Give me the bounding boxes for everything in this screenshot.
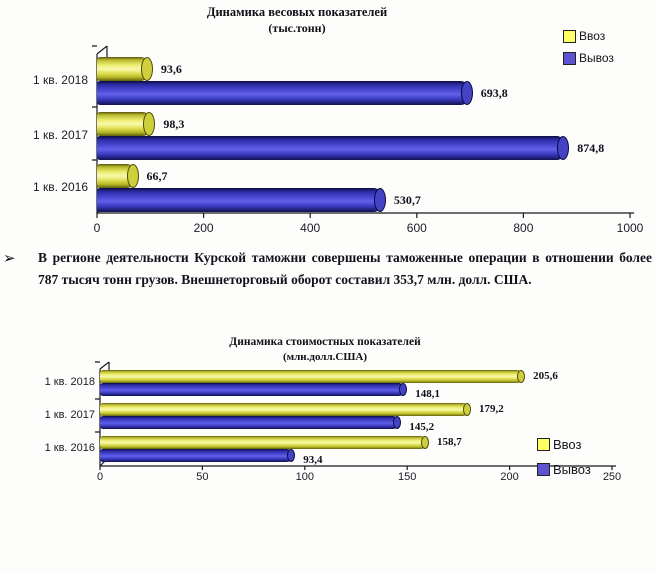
legend-item-import: Ввоз bbox=[563, 25, 614, 47]
x-tick-label: 800 bbox=[513, 221, 534, 235]
category-label: 1 кв. 2018 bbox=[33, 73, 88, 87]
legend-item-export: Вывоз bbox=[563, 47, 614, 69]
value-label-export-0: 148,1 bbox=[415, 388, 441, 400]
x-tick-label: 200 bbox=[500, 471, 519, 483]
legend-label: Вывоз bbox=[579, 51, 614, 65]
value-label-export-0: 693,8 bbox=[480, 86, 508, 100]
legend-item-import: Ввоз bbox=[537, 432, 591, 457]
bar-import-2 bbox=[97, 164, 139, 188]
x-tick-label: 100 bbox=[295, 471, 314, 483]
chart-title: Динамика стоимостных показателей bbox=[229, 336, 421, 348]
category-label: 1 кв. 2016 bbox=[33, 180, 88, 194]
bar-import-0 bbox=[97, 57, 153, 81]
x-tick-label: 200 bbox=[193, 221, 214, 235]
bar-export-2 bbox=[100, 449, 296, 462]
x-tick-label: 1000 bbox=[616, 221, 644, 235]
x-tick-label: 150 bbox=[398, 471, 417, 483]
legend-item-export: Вывоз bbox=[537, 457, 591, 482]
bar-export-1 bbox=[97, 136, 570, 160]
legend-label: Ввоз bbox=[553, 437, 582, 452]
cylinder-end-cap bbox=[399, 383, 408, 396]
value-label-import-1: 179,2 bbox=[479, 403, 504, 415]
value-label-import-2: 158,7 bbox=[437, 436, 462, 448]
bar-export-0 bbox=[100, 383, 408, 396]
value-label-import-2: 66,7 bbox=[146, 169, 168, 183]
arrow-bullet-icon: ➢ bbox=[3, 250, 16, 267]
cylinder-end-cap bbox=[517, 370, 526, 383]
bar-import-1 bbox=[97, 112, 156, 136]
cylinder-end-cap bbox=[140, 57, 153, 81]
legend-swatch-import bbox=[563, 29, 576, 43]
x-tick-label: 250 bbox=[602, 471, 622, 483]
cylinder-end-cap bbox=[143, 112, 156, 136]
chart-subtitle: (тыс.тонн) bbox=[268, 21, 326, 35]
chart-legend: Ввоз Вывоз bbox=[537, 432, 591, 482]
scanned-report-page: { "paragraph": { "bullet": "➢", "text": … bbox=[0, 0, 657, 499]
weight-chart: Динамика весовых показателей (тыс.тонн) … bbox=[0, 0, 657, 246]
value-label-export-1: 145,2 bbox=[409, 421, 435, 433]
bar-import-2 bbox=[100, 436, 430, 449]
category-label: 1 кв. 2017 bbox=[33, 128, 88, 142]
legend-label: Ввоз bbox=[579, 29, 606, 43]
legend-swatch-export bbox=[563, 51, 576, 65]
bar-export-1 bbox=[100, 416, 402, 429]
value-label-import-1: 98,3 bbox=[163, 117, 185, 131]
category-label: 1 кв. 2017 bbox=[44, 408, 95, 421]
x-tick-label: 0 bbox=[96, 471, 104, 483]
value-label-import-0: 205,6 bbox=[533, 370, 558, 382]
bar-import-1 bbox=[100, 403, 471, 416]
cylinder-end-cap bbox=[460, 81, 473, 105]
chart-legend: Ввоз Вывоз bbox=[563, 25, 614, 69]
cost-chart: Динамика стоимостных показателей (млн.до… bbox=[0, 328, 657, 499]
cylinder-end-cap bbox=[393, 416, 402, 429]
cylinder-end-cap bbox=[373, 188, 386, 212]
x-tick-label: 0 bbox=[93, 221, 101, 235]
legend-swatch-export bbox=[537, 463, 550, 476]
cylinder-end-cap bbox=[421, 436, 430, 449]
category-label: 1 кв. 2016 bbox=[44, 441, 95, 454]
chart-title: Динамика весовых показателей bbox=[206, 5, 388, 19]
value-label-import-0: 93,6 bbox=[160, 62, 182, 76]
paragraph-text: В регионе деятельности Курской таможни с… bbox=[38, 250, 652, 287]
value-label-export-1: 874,8 bbox=[577, 141, 605, 155]
category-label: 1 кв. 2018 bbox=[44, 375, 95, 388]
bar-export-0 bbox=[97, 81, 473, 105]
bar-export-2 bbox=[97, 188, 386, 212]
cylinder-end-cap bbox=[557, 136, 570, 160]
x-tick-label: 400 bbox=[300, 221, 321, 235]
legend-label: Вывоз bbox=[553, 462, 591, 477]
x-tick-label: 50 bbox=[196, 471, 209, 483]
x-tick-label: 600 bbox=[406, 221, 427, 235]
cylinder-end-cap bbox=[463, 403, 471, 416]
value-label-export-2: 530,7 bbox=[393, 193, 421, 207]
cylinder-end-cap bbox=[287, 449, 296, 462]
value-label-export-2: 93,4 bbox=[303, 454, 323, 466]
bar-import-0 bbox=[100, 370, 526, 383]
cylinder-end-cap bbox=[126, 164, 139, 188]
chart-subtitle: (млн.долл.США) bbox=[282, 351, 368, 363]
legend-swatch-import bbox=[537, 438, 550, 451]
